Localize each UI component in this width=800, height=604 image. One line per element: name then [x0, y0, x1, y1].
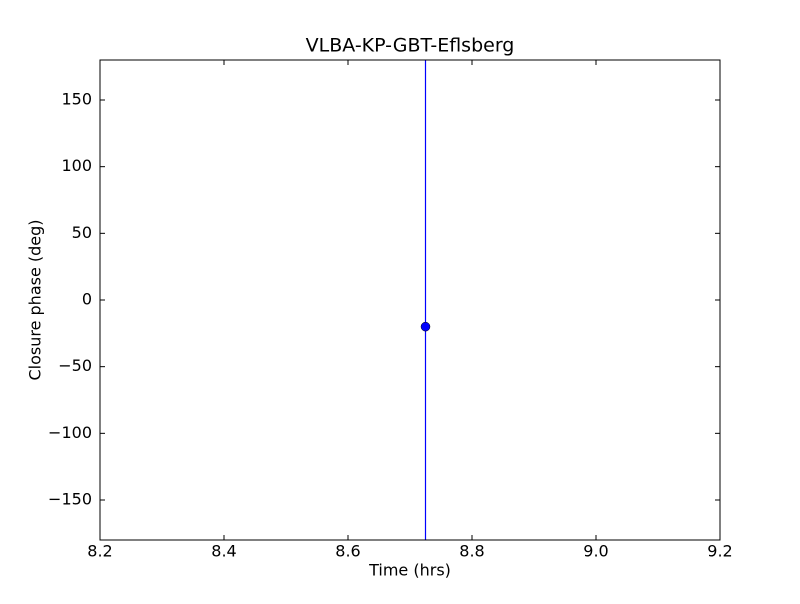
y-tick-label: −100: [48, 423, 92, 442]
plot-area: [420, 60, 431, 540]
y-tick-label: 50: [72, 223, 92, 242]
y-tick-label: 0: [82, 290, 92, 309]
data-point: [420, 321, 431, 332]
x-tick-label: 9.0: [583, 542, 608, 561]
x-tick-label: 9.2: [707, 542, 732, 561]
y-tick-label: −150: [48, 490, 92, 509]
plot-frame: [99, 59, 721, 541]
y-tick-label: −50: [58, 356, 92, 375]
chart-title: VLBA-KP-GBT-Eflsberg: [306, 35, 515, 57]
y-axis-label: Closure phase (deg): [26, 219, 45, 380]
x-tick-label: 8.2: [87, 542, 112, 561]
y-tick-label: 150: [61, 90, 92, 109]
y-tick-label: 100: [61, 156, 92, 175]
x-tick-label: 8.4: [211, 542, 236, 561]
x-axis-label: Time (hrs): [368, 561, 451, 580]
x-tick-label: 8.8: [459, 542, 484, 561]
x-tick-label: 8.6: [335, 542, 360, 561]
